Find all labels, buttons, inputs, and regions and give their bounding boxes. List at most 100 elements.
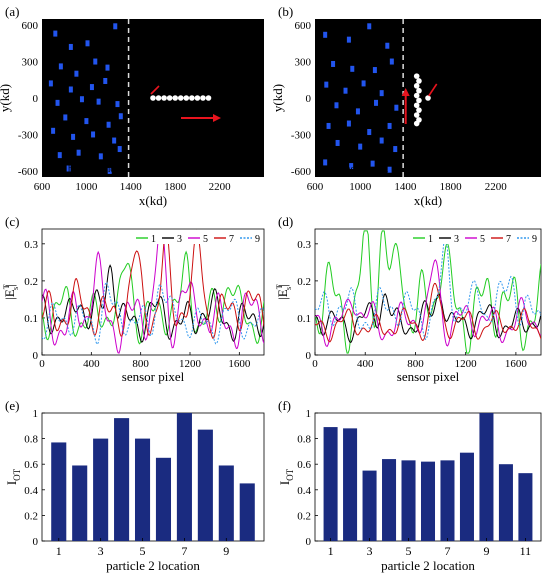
background-scatterer — [374, 99, 379, 106]
particle-2-position — [416, 97, 422, 104]
y-tick-label: 0 — [33, 350, 39, 362]
y-tick-label: 1 — [33, 408, 39, 420]
particle-2-position — [413, 83, 420, 89]
bar-1 — [323, 427, 338, 541]
series-line-1 — [42, 250, 264, 345]
legend-label-9: 9 — [532, 234, 537, 245]
background-scatterer — [326, 122, 331, 129]
legend-label-5: 5 — [203, 234, 208, 245]
background-scatterer — [115, 101, 120, 108]
y-tick-label: 0 — [33, 93, 39, 105]
x-tick-label: 11 — [520, 544, 532, 558]
arrow-particle-1 — [428, 83, 438, 97]
x-tick-label: 600 — [307, 181, 324, 193]
particle-1-label: particle 1: fixed — [147, 74, 204, 84]
x-tick-label: 1600 — [228, 358, 251, 370]
panel-b: 600 1000 1400 1800 2200 600 300 0 -300 -600 y(kd) b… — [270, 19, 541, 193]
background-scatterer — [323, 159, 328, 166]
background-scatterer — [107, 167, 112, 174]
y-tick-label: 0.6 — [297, 459, 311, 471]
background-scatterer — [385, 42, 390, 49]
y-tick-label: 0.3 — [297, 239, 311, 251]
panel-letter-b: (b) — [278, 4, 293, 19]
x-tick-label: 1200 — [455, 358, 478, 370]
y-axis-label: |ETs| — [2, 284, 20, 300]
bar-5 — [134, 438, 151, 541]
legend-label-7: 7 — [229, 234, 234, 245]
background-scatterer — [55, 99, 60, 106]
background-scatterer — [91, 131, 96, 138]
x-axis-label-f: particle 2 location — [381, 558, 475, 573]
background-scatterer — [379, 90, 384, 97]
background-scatterer — [367, 129, 372, 136]
background-scatterer — [98, 153, 103, 160]
panel-c: 0 400 800 1200 1600 0 0.1 0.2 0.3 |ETs| 1 3 5 7 9 — [2, 228, 265, 370]
y-tick-label: 0 — [33, 536, 39, 548]
series-line-9 — [315, 236, 541, 341]
legend-box — [409, 230, 540, 244]
background-scatterer — [113, 23, 118, 30]
background-scatterer — [367, 23, 372, 30]
y-tick-label: 0.2 — [24, 510, 38, 522]
background-scatterer — [393, 146, 398, 153]
x-tick-label: 400 — [357, 358, 374, 370]
series-line-5 — [42, 230, 264, 354]
legend-label-3: 3 — [454, 234, 459, 245]
x-tick-label: 1400 — [394, 181, 417, 193]
series-line-1 — [315, 230, 541, 354]
x-tick-label: 1800 — [164, 181, 187, 193]
particle-2-position — [416, 107, 422, 113]
y-axis-label: y(kd) — [0, 84, 12, 112]
bar-6 — [420, 461, 436, 541]
particle-2-position — [416, 87, 422, 94]
x-tick-label: 0 — [312, 358, 318, 370]
bar-2 — [72, 465, 88, 541]
arrow-head — [401, 88, 410, 96]
panel-letter-c: (c) — [5, 214, 19, 229]
particle-2-position — [413, 112, 420, 118]
x-tick-label: 1 — [328, 544, 334, 558]
particle-2-position — [413, 102, 420, 109]
particle-2-position — [172, 95, 178, 101]
x-tick-label: 1800 — [440, 181, 463, 193]
x-tick-label: 3 — [367, 544, 373, 558]
bar-7 — [440, 460, 455, 541]
legend-label-7: 7 — [506, 234, 511, 245]
series-line-5 — [315, 259, 541, 348]
y-tick-label: 600 — [295, 20, 312, 32]
y-tick-label: 0.8 — [297, 434, 311, 446]
y-tick-label: 600 — [22, 20, 39, 32]
y-tick-label: 0.1 — [24, 313, 38, 325]
x-tick-label: 0 — [39, 358, 45, 370]
x-tick-label: 400 — [83, 358, 100, 370]
particle-2-position — [413, 92, 420, 99]
series-line-3 — [42, 264, 264, 343]
y-tick-label: 0.3 — [24, 239, 38, 251]
legend-label-5: 5 — [480, 234, 485, 245]
legend-label-1: 1 — [428, 234, 433, 245]
particle-1 — [150, 95, 156, 101]
bar-11 — [518, 473, 533, 541]
y-tick-label: -600 — [18, 166, 39, 178]
position-label-side: 1 — [409, 94, 413, 102]
legend: 1 3 5 7 9 — [132, 230, 263, 245]
particle-2-position — [166, 95, 173, 101]
legend-label-9: 9 — [255, 234, 260, 245]
x-axis-label-b: x(kd) — [414, 193, 442, 208]
x-tick-label: 2200 — [209, 181, 232, 193]
background-scatterer — [350, 65, 355, 72]
particle-2-position — [161, 95, 167, 101]
y-axis-label: |ETs| — [275, 284, 293, 300]
background-scatterer — [53, 30, 58, 37]
background-scatterer — [85, 40, 90, 47]
y-tick-label: 0 — [306, 350, 312, 362]
x-tick-label: 1400 — [120, 181, 143, 193]
x-tick-label: 7 — [444, 544, 450, 558]
x-axis-label-e: particle 2 location — [106, 558, 200, 573]
x-axis-label-c: sensor pixel — [122, 369, 185, 384]
y-tick-label: -300 — [18, 129, 39, 141]
x-tick-label: 1 — [56, 544, 62, 558]
particle-2-position — [194, 95, 201, 101]
